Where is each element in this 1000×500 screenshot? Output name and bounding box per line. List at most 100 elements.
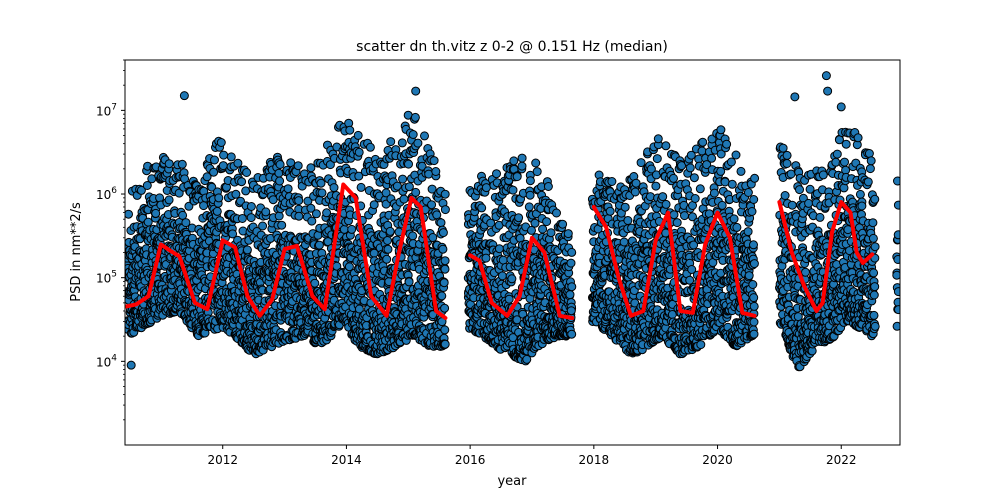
- scatter-point: [339, 224, 349, 234]
- scatter-point: [743, 227, 753, 237]
- scatter-point: [543, 182, 553, 191]
- scatter-point: [353, 130, 363, 140]
- scatter-point: [228, 229, 238, 239]
- scatter-point: [508, 185, 518, 195]
- scatter-point: [782, 150, 792, 160]
- scatter-point: [747, 207, 757, 216]
- scatter-point: [509, 156, 519, 166]
- scatter-point: [512, 172, 522, 182]
- scatter-point: [607, 177, 617, 186]
- scatter-point: [283, 184, 293, 194]
- scatter-point: [439, 278, 449, 288]
- scatter-point: [716, 125, 726, 135]
- scatter-point: [517, 161, 527, 171]
- scatter-point: [143, 217, 153, 227]
- scatter-point: [438, 244, 448, 254]
- scatter-point: [429, 156, 439, 166]
- scatter-point: [619, 237, 629, 247]
- scatter-point: [787, 200, 797, 210]
- scatter-point: [477, 203, 487, 213]
- scatter-point: [778, 143, 788, 153]
- scatter-point: [661, 141, 671, 151]
- scatter-point: [782, 159, 792, 168]
- scatter-point: [727, 179, 737, 189]
- scatter-point: [605, 206, 615, 216]
- scatter-point: [743, 188, 753, 197]
- scatter-point: [636, 158, 646, 168]
- scatter-point: [216, 138, 226, 147]
- scatter-point: [274, 168, 284, 178]
- scatter-point: [431, 167, 441, 176]
- scatter-point: [749, 293, 759, 303]
- scatter-point: [209, 167, 219, 177]
- scatter-point: [542, 217, 552, 227]
- scatter-point: [695, 184, 705, 194]
- scatter-point: [436, 218, 446, 228]
- scatter-point: [653, 134, 663, 144]
- scatter-point: [306, 163, 316, 173]
- scatter-point: [438, 228, 448, 238]
- scatter-point: [233, 158, 243, 168]
- scatter-point: [729, 214, 739, 224]
- scatter-point: [514, 213, 524, 223]
- scatter-point: [164, 195, 174, 205]
- scatter-point: [517, 153, 527, 163]
- scatter-point: [623, 216, 633, 225]
- scatter-point: [749, 240, 758, 250]
- scatter-point: [750, 173, 760, 183]
- scatter-point: [801, 267, 810, 277]
- scatter-point: [731, 150, 741, 160]
- scatter-point: [567, 329, 577, 339]
- scatter-point: [652, 154, 662, 164]
- scatter-point: [212, 206, 222, 216]
- scatter-point: [780, 191, 790, 200]
- scatter-point: [151, 208, 161, 218]
- scatter-point: [385, 226, 395, 236]
- scatter-point: [645, 192, 655, 202]
- scatter-point: [563, 229, 573, 239]
- scatter-point: [246, 202, 256, 211]
- scatter-point: [258, 221, 268, 231]
- scatter-point: [242, 168, 252, 177]
- scatter-point: [507, 274, 517, 284]
- scatter-point: [420, 131, 429, 141]
- scatter-point: [231, 189, 241, 199]
- scatter-point: [440, 325, 450, 335]
- scatter-point: [411, 187, 421, 197]
- scatter-point: [275, 176, 285, 186]
- scatter-point: [178, 210, 188, 220]
- scatter-point: [202, 172, 212, 182]
- scatter-point: [732, 222, 742, 232]
- scatter-point: [237, 177, 247, 187]
- scatter-point: [311, 209, 321, 219]
- scatter-series: [125, 71, 900, 372]
- scatter-point: [804, 198, 814, 208]
- scatter-point: [354, 147, 364, 157]
- scatter-point: [274, 211, 284, 221]
- scatter-point: [261, 207, 271, 217]
- scatter-point: [793, 312, 803, 322]
- scatter-point: [669, 210, 679, 220]
- chart-title: scatter dn th.vitz z 0-2 @ 0.151 Hz (med…: [356, 39, 668, 55]
- scatter-point: [498, 255, 508, 265]
- scatter-point: [214, 193, 224, 203]
- scatter-point: [736, 166, 746, 176]
- scatter-point: [552, 208, 561, 218]
- scatter-point: [404, 182, 414, 192]
- scatter-point: [399, 194, 409, 204]
- scatter-point: [748, 280, 758, 289]
- scatter-point: [174, 188, 184, 198]
- scatter-point: [698, 137, 708, 147]
- scatter-point: [310, 278, 320, 288]
- scatter-point: [210, 155, 219, 165]
- scatter-point: [142, 181, 152, 190]
- scatter-point: [690, 194, 700, 203]
- scatter-point: [345, 125, 355, 135]
- scatter-point: [397, 138, 407, 148]
- scatter-point: [795, 185, 804, 195]
- scatter-point: [437, 291, 447, 301]
- scatter-point: [413, 138, 423, 148]
- scatter-point: [689, 173, 699, 183]
- scatter-point: [749, 301, 759, 311]
- scatter-point: [242, 245, 252, 255]
